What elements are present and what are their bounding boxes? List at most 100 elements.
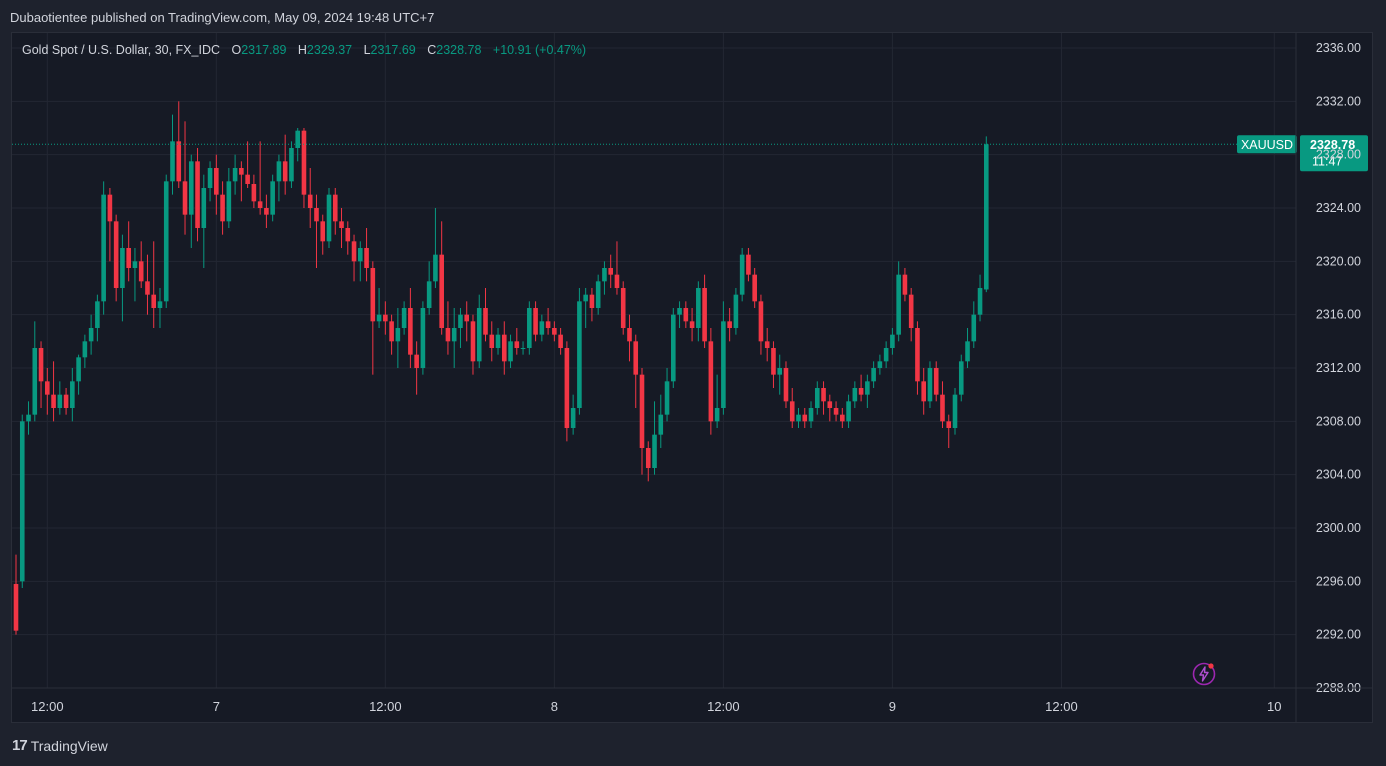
chart-panel[interactable] <box>11 32 1373 723</box>
candle <box>63 388 69 415</box>
candle-body <box>883 348 889 362</box>
candle-body <box>101 194 106 302</box>
candle <box>145 254 150 315</box>
candle <box>852 381 858 408</box>
candle <box>533 301 538 342</box>
candle <box>38 341 44 408</box>
candle-body <box>314 208 319 222</box>
candle-body <box>19 421 25 582</box>
y-tick-label: 2336.00 <box>1316 41 1361 55</box>
candle <box>633 334 639 408</box>
candle <box>476 294 482 368</box>
candle <box>345 221 351 255</box>
candle <box>19 414 25 588</box>
candle-body <box>195 161 200 228</box>
candle <box>677 301 682 328</box>
candle <box>82 334 88 368</box>
candle <box>696 281 701 342</box>
candle <box>358 241 363 282</box>
candle-body <box>207 168 213 188</box>
candle <box>883 341 889 368</box>
candle-body <box>395 328 401 342</box>
candle <box>577 288 582 415</box>
candle-body <box>639 374 645 448</box>
candle-body <box>82 341 88 358</box>
candle-body <box>552 328 557 335</box>
candle-body <box>107 194 113 222</box>
candle <box>940 381 945 428</box>
candle <box>814 381 820 415</box>
x-tick-label: 12:00 <box>707 699 740 714</box>
candle <box>971 301 977 348</box>
candle <box>908 288 914 342</box>
candle-body <box>602 268 607 282</box>
candle <box>13 554 19 635</box>
candle-body <box>95 301 100 328</box>
candle <box>364 228 369 282</box>
candle-body <box>45 381 50 395</box>
candle-body <box>163 181 169 302</box>
y-tick-label: 2332.00 <box>1316 94 1361 108</box>
candle <box>777 354 783 395</box>
candle <box>214 154 219 215</box>
grid-lines <box>12 33 1296 689</box>
candle-body <box>458 314 463 328</box>
candle-body <box>26 414 31 422</box>
candle-body <box>489 334 495 348</box>
candle <box>552 321 557 342</box>
candle-body <box>539 321 545 335</box>
candle-body <box>958 361 964 395</box>
candle-body <box>170 141 175 182</box>
candle-body <box>145 281 150 295</box>
candle-body <box>88 328 94 342</box>
candle-body <box>652 434 657 468</box>
candle <box>739 248 745 302</box>
candle-body <box>439 254 444 328</box>
candle-body <box>420 308 426 368</box>
candle-body <box>239 168 244 175</box>
candle <box>620 281 626 335</box>
lightning-bolt-icon[interactable] <box>1192 662 1216 686</box>
candle <box>595 274 601 315</box>
candle <box>157 288 163 328</box>
candle <box>602 261 607 295</box>
candle-body <box>358 248 363 262</box>
candle-body <box>633 341 639 375</box>
candle <box>301 128 307 208</box>
candle-body <box>226 181 232 222</box>
candle <box>138 241 144 288</box>
candle <box>589 288 595 322</box>
candle-body <box>915 328 920 382</box>
candle <box>270 174 275 222</box>
candle-body <box>689 321 695 328</box>
candle-body <box>383 314 388 322</box>
tradingview-branding[interactable]: 17 TradingView <box>12 737 108 754</box>
candle <box>752 268 757 308</box>
candle <box>339 208 344 248</box>
y-tick-label: 2292.00 <box>1316 628 1361 642</box>
candle <box>796 408 801 428</box>
candle-body <box>877 361 883 368</box>
y-tick-label: 2296.00 <box>1316 574 1361 588</box>
candle <box>458 308 463 348</box>
candle-body <box>802 414 808 422</box>
candle-body <box>984 144 989 290</box>
candle <box>746 248 751 282</box>
candle-body <box>783 368 789 402</box>
candle-body <box>902 274 908 295</box>
candle <box>714 374 720 428</box>
candle-body <box>426 281 432 308</box>
candle <box>858 374 864 402</box>
candle-body <box>890 334 895 348</box>
candle <box>126 221 131 282</box>
candle-body <box>351 241 357 262</box>
candles <box>13 101 989 635</box>
candle <box>539 314 545 342</box>
candle <box>658 394 664 448</box>
candle-body <box>13 584 19 631</box>
candle-body <box>370 268 376 322</box>
candle <box>107 188 113 262</box>
candle-body <box>777 368 783 375</box>
candle-body <box>433 254 438 282</box>
